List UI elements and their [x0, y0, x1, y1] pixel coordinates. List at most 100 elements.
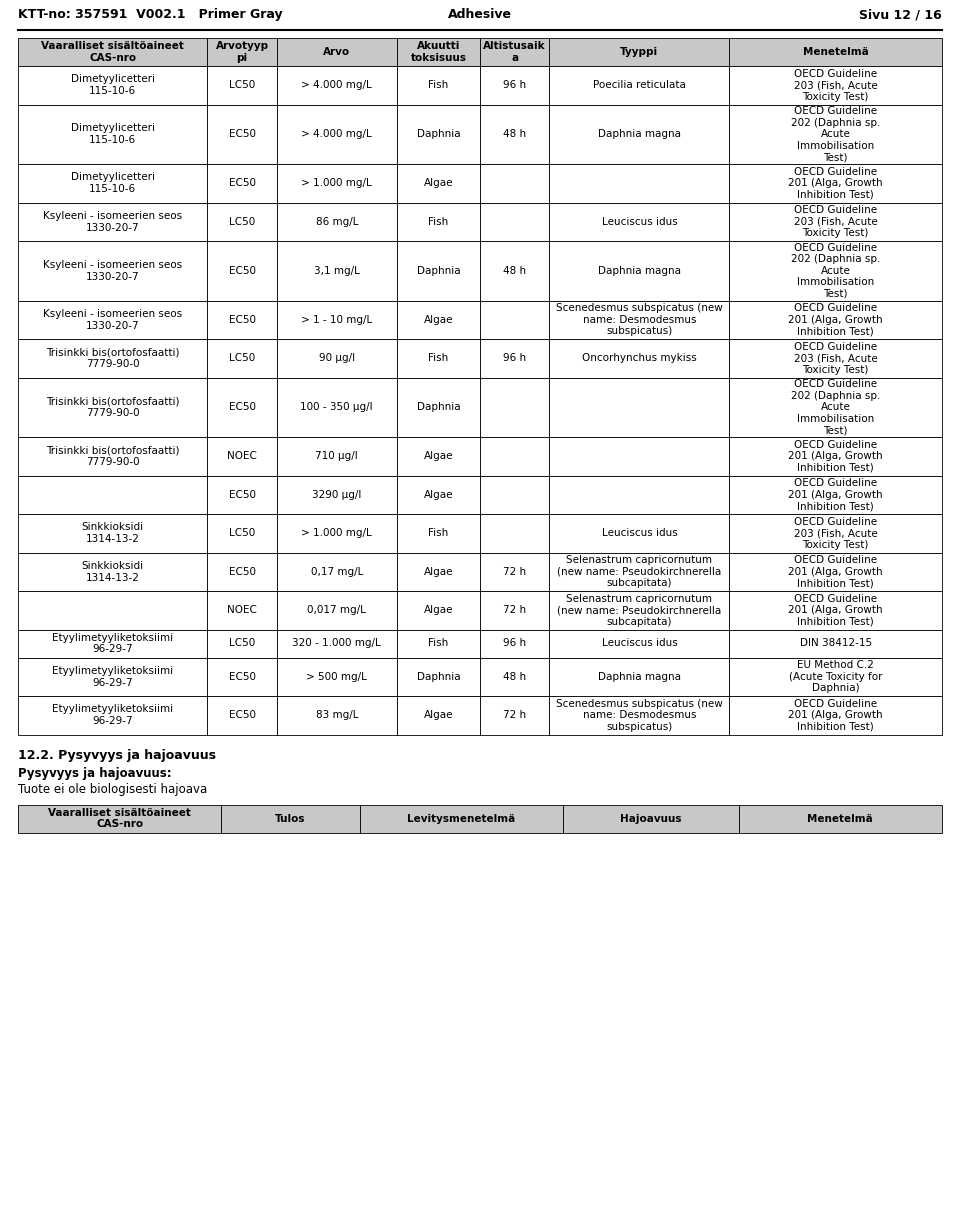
Bar [396, 203, 480, 242]
Text: OECD Guideline
202 (Daphnia sp.
Acute
Immobilisation
Test): OECD Guideline 202 (Daphnia sp. Acute Im… [791, 106, 880, 163]
Text: Dimetyylicetteri
115-10-6: Dimetyylicetteri 115-10-6 [71, 74, 155, 96]
Bar [276, 301, 396, 339]
Bar [396, 630, 480, 658]
Bar [396, 164, 480, 203]
Bar [480, 203, 549, 242]
Bar [207, 38, 276, 66]
Text: Tyyppi: Tyyppi [620, 47, 659, 57]
Bar [396, 378, 480, 437]
Text: 72 h: 72 h [503, 567, 526, 577]
Bar [18, 242, 207, 301]
Text: Algae: Algae [423, 314, 453, 325]
Bar [564, 805, 739, 833]
Text: Pysyvyys ja hajoavuus:: Pysyvyys ja hajoavuus: [18, 766, 172, 779]
Text: Trisinkki bis(ortofosfaatti)
7779-90-0: Trisinkki bis(ortofosfaatti) 7779-90-0 [46, 347, 180, 369]
Bar [396, 38, 480, 66]
Text: OECD Guideline
201 (Alga, Growth
Inhibition Test): OECD Guideline 201 (Alga, Growth Inhibit… [788, 698, 883, 732]
Bar [18, 630, 207, 658]
Bar [207, 164, 276, 203]
Text: > 4.000 mg/L: > 4.000 mg/L [301, 80, 372, 90]
Text: Arvo: Arvo [324, 47, 350, 57]
Bar [18, 437, 207, 476]
Bar [18, 658, 207, 696]
Text: 72 h: 72 h [503, 710, 526, 720]
Bar [207, 658, 276, 696]
Text: OECD Guideline
203 (Fish, Acute
Toxicity Test): OECD Guideline 203 (Fish, Acute Toxicity… [794, 69, 877, 102]
Text: 96 h: 96 h [503, 80, 526, 90]
Bar [396, 591, 480, 630]
Bar [360, 805, 564, 833]
Bar [480, 339, 549, 378]
Bar [549, 514, 730, 552]
Text: Daphnia: Daphnia [417, 129, 460, 140]
Text: Arvotyyp
pi: Arvotyyp pi [215, 41, 269, 63]
Text: 96 h: 96 h [503, 353, 526, 363]
Bar [396, 658, 480, 696]
Bar [207, 696, 276, 734]
Bar [207, 203, 276, 242]
Bar [480, 552, 549, 591]
Text: Sinkkioksidi
1314-13-2: Sinkkioksidi 1314-13-2 [82, 561, 144, 583]
Text: Ksyleeni - isomeerien seos
1330-20-7: Ksyleeni - isomeerien seos 1330-20-7 [43, 211, 182, 233]
Text: Etyylimetyyliketoksiimi
96-29-7: Etyylimetyyliketoksiimi 96-29-7 [52, 704, 173, 726]
Bar [730, 164, 942, 203]
Bar [730, 476, 942, 514]
Bar [276, 339, 396, 378]
Bar [276, 437, 396, 476]
Bar [396, 437, 480, 476]
Text: 72 h: 72 h [503, 606, 526, 615]
Text: Daphnia magna: Daphnia magna [598, 671, 681, 682]
Text: Daphnia: Daphnia [417, 402, 460, 413]
Text: Etyylimetyyliketoksiimi
96-29-7: Etyylimetyyliketoksiimi 96-29-7 [52, 666, 173, 687]
Bar [480, 591, 549, 630]
Bar [18, 38, 207, 66]
Text: 3290 µg/l: 3290 µg/l [312, 489, 362, 500]
Bar [18, 805, 221, 833]
Text: EC50: EC50 [228, 710, 255, 720]
Text: 320 - 1.000 mg/L: 320 - 1.000 mg/L [293, 639, 381, 648]
Text: Adhesive: Adhesive [448, 8, 512, 21]
Bar [480, 476, 549, 514]
Text: Selenastrum capricornutum
(new name: Pseudokirchnerella
subcapitata): Selenastrum capricornutum (new name: Pse… [557, 594, 722, 626]
Bar [276, 203, 396, 242]
Text: Levitysmenetelmä: Levitysmenetelmä [407, 813, 516, 823]
Text: OECD Guideline
203 (Fish, Acute
Toxicity Test): OECD Guideline 203 (Fish, Acute Toxicity… [794, 517, 877, 550]
Text: 83 mg/L: 83 mg/L [316, 710, 358, 720]
Text: 48 h: 48 h [503, 266, 526, 276]
Bar [730, 378, 942, 437]
Text: Tulos: Tulos [276, 813, 306, 823]
Bar [276, 242, 396, 301]
Bar [276, 630, 396, 658]
Text: Ksyleeni - isomeerien seos
1330-20-7: Ksyleeni - isomeerien seos 1330-20-7 [43, 308, 182, 330]
Text: EC50: EC50 [228, 178, 255, 188]
Text: OECD Guideline
201 (Alga, Growth
Inhibition Test): OECD Guideline 201 (Alga, Growth Inhibit… [788, 439, 883, 472]
Text: OECD Guideline
201 (Alga, Growth
Inhibition Test): OECD Guideline 201 (Alga, Growth Inhibit… [788, 594, 883, 626]
Bar [276, 164, 396, 203]
Text: Daphnia magna: Daphnia magna [598, 129, 681, 140]
Text: Fish: Fish [428, 639, 448, 648]
Bar [730, 38, 942, 66]
Text: OECD Guideline
202 (Daphnia sp.
Acute
Immobilisation
Test): OECD Guideline 202 (Daphnia sp. Acute Im… [791, 379, 880, 436]
Bar [480, 378, 549, 437]
Bar [730, 658, 942, 696]
Bar [396, 242, 480, 301]
Text: LC50: LC50 [228, 528, 255, 538]
Bar [480, 164, 549, 203]
Text: EC50: EC50 [228, 671, 255, 682]
Bar [730, 630, 942, 658]
Bar [18, 696, 207, 734]
Bar [18, 476, 207, 514]
Bar [730, 591, 942, 630]
Bar [730, 242, 942, 301]
Bar [730, 66, 942, 104]
Bar [730, 552, 942, 591]
Bar [18, 164, 207, 203]
Bar [207, 66, 276, 104]
Bar [207, 437, 276, 476]
Text: Algae: Algae [423, 710, 453, 720]
Text: Fish: Fish [428, 217, 448, 227]
Text: Daphnia: Daphnia [417, 266, 460, 276]
Bar [549, 301, 730, 339]
Bar [730, 514, 942, 552]
Text: LC50: LC50 [228, 353, 255, 363]
